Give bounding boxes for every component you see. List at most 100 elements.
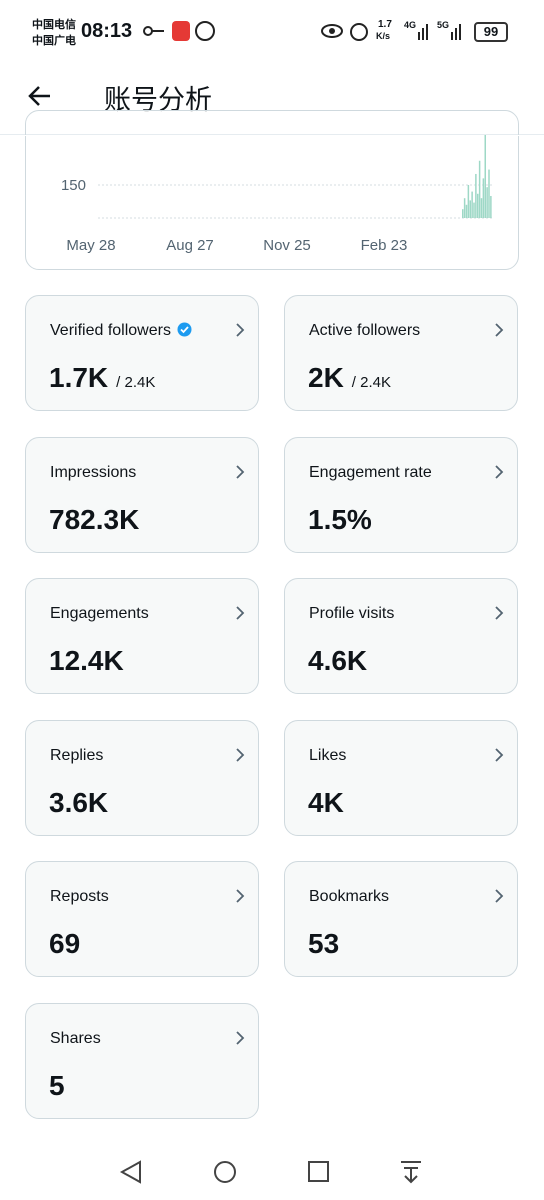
stat-card[interactable]: Likes 4K [284, 719, 518, 836]
chevron-icon [495, 606, 504, 620]
badge-icon [177, 322, 192, 337]
stat-label: Active followers [309, 322, 421, 339]
bar [486, 187, 488, 218]
stat-label: Replies [50, 746, 104, 764]
chevron [234, 605, 246, 626]
chevron-icon [236, 747, 245, 762]
stat-value: 3.6K [49, 787, 108, 819]
chevron [493, 888, 505, 909]
network: 5G [437, 20, 450, 30]
chart: 150 May 28 Aug 27 Nov 25 Feb 23 [61, 135, 492, 254]
nav-back[interactable] [119, 1160, 141, 1184]
verified-badge [177, 322, 192, 342]
value-text: 782.3K [49, 503, 140, 535]
stat-card[interactable]: Impressions 782.3K [25, 436, 259, 553]
chevron [234, 322, 246, 343]
stat-card[interactable]: Replies 3.6K [25, 719, 259, 836]
back-button[interactable] [26, 82, 54, 110]
bar [465, 204, 468, 218]
chevron [234, 1030, 246, 1051]
bar [482, 178, 485, 218]
stat-card[interactable]: Profile visits 4.6K [284, 578, 518, 694]
bar [484, 135, 486, 218]
chevron-icon [495, 323, 504, 337]
stat-value: 69 [49, 928, 80, 960]
stat-card[interactable]: Shares 5 [25, 1002, 259, 1119]
stat-label: Bookmarks [309, 888, 390, 905]
nav-recent[interactable] [308, 1161, 329, 1182]
stat-value: 53 [308, 928, 339, 960]
stat-value: 782.3K [49, 504, 139, 536]
value-text: 12.4K [49, 645, 124, 676]
nav-menu[interactable] [401, 1161, 421, 1184]
stat-value: 4K [308, 787, 344, 819]
bar [462, 209, 464, 218]
value-text: 2K [308, 362, 344, 393]
chevron [493, 322, 505, 343]
stat-label: Shares [50, 1029, 101, 1047]
stat-label: Likes [309, 746, 347, 764]
value-text: 4K [308, 786, 344, 818]
stat-card[interactable]: Engagement rate 1.5% [284, 436, 518, 553]
bar [463, 198, 466, 218]
chevron-icon [495, 747, 504, 762]
carrier: 中国广电 [32, 35, 76, 47]
stat-value: 12.4K [49, 645, 124, 677]
stat-card[interactable]: Active followers 2K / 2.4K [284, 295, 518, 411]
speed-unit: K/s [376, 31, 391, 41]
chevron-icon [236, 464, 245, 479]
speed: 1.7 [378, 19, 392, 30]
value-text: 5 [49, 1069, 65, 1101]
value-total: / 2.4K [351, 374, 391, 391]
chevron [493, 464, 505, 485]
stat-card[interactable]: Reposts 69 [25, 861, 259, 977]
chevron-icon [495, 889, 504, 903]
chart-card [25, 110, 519, 270]
x-tick-label: Feb 23 [361, 237, 408, 254]
nav-home[interactable] [214, 1161, 236, 1183]
stat-value: 1.5% [308, 504, 372, 536]
stat-value: 5 [49, 1070, 65, 1102]
nav-bar [119, 1160, 421, 1184]
stat-label: Reposts [50, 888, 109, 905]
value-total: / 2.4K [116, 374, 156, 391]
bar [467, 184, 470, 218]
value-text: 3.6K [49, 786, 109, 818]
chevron-icon [236, 323, 245, 337]
bar [488, 169, 490, 218]
value-text: 1.7K [49, 362, 109, 393]
value-text: 69 [49, 928, 81, 959]
stat-value: 2K / 2.4K [308, 362, 391, 394]
stat-card[interactable]: Verified followers 1.7K / 2.4K [25, 295, 259, 411]
bar [477, 193, 479, 218]
stat-label: Profile visits [309, 605, 395, 622]
stat-label: Impressions [50, 463, 137, 481]
value-text: 4.6K [308, 645, 368, 676]
chevron-icon [236, 889, 245, 903]
bar [473, 202, 475, 218]
bar [478, 160, 481, 218]
stat-card[interactable]: Engagements 12.4K [25, 578, 259, 694]
bar [475, 173, 477, 218]
bar [471, 191, 473, 218]
chevron [234, 747, 246, 768]
chevron [234, 464, 246, 485]
chevron [234, 888, 246, 909]
stat-label: Engagement rate [309, 463, 432, 481]
time: 08:13 [81, 20, 133, 42]
stat-label: Verified followers [50, 322, 192, 342]
value-text: 53 [308, 928, 340, 959]
status-icons [143, 21, 461, 41]
stat-card[interactable]: Bookmarks 53 [284, 861, 518, 977]
x-tick-label: Nov 25 [263, 237, 311, 254]
x-tick-label: May 28 [66, 237, 115, 254]
chevron [493, 605, 505, 626]
chevron-icon [236, 606, 245, 620]
chevron-icon [495, 464, 504, 479]
divider [0, 134, 544, 135]
stat-label: Engagements [50, 605, 149, 622]
network: 4G [404, 20, 417, 30]
carrier: 中国电信 [32, 19, 76, 31]
bar [490, 195, 492, 218]
